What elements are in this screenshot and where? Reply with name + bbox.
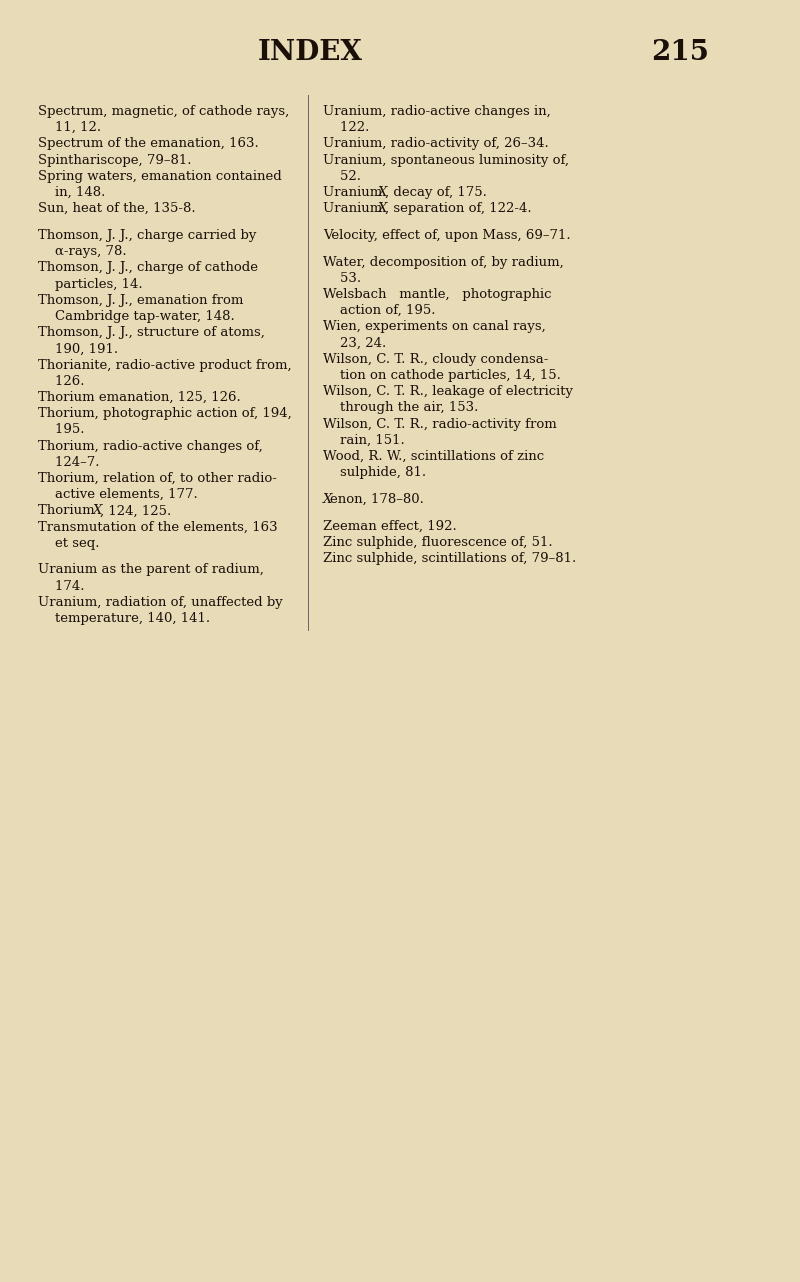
Text: Spring waters, emanation contained: Spring waters, emanation contained bbox=[38, 169, 282, 183]
Text: Welsbach   mantle,   photographic: Welsbach mantle, photographic bbox=[323, 288, 551, 301]
Text: Transmutation of the elements, 163: Transmutation of the elements, 163 bbox=[38, 520, 278, 533]
Text: Zeeman effect, 192.: Zeeman effect, 192. bbox=[323, 519, 457, 533]
Text: Water, decomposition of, by radium,: Water, decomposition of, by radium, bbox=[323, 255, 564, 269]
Text: 11, 12.: 11, 12. bbox=[38, 122, 101, 135]
Text: Thorium, radio-active changes of,: Thorium, radio-active changes of, bbox=[38, 440, 262, 453]
Text: temperature, 140, 141.: temperature, 140, 141. bbox=[38, 612, 210, 626]
Text: Thomson, J. J., charge of cathode: Thomson, J. J., charge of cathode bbox=[38, 262, 258, 274]
Text: et seq.: et seq. bbox=[38, 537, 99, 550]
Text: Uranium, radio-active changes in,: Uranium, radio-active changes in, bbox=[323, 105, 550, 118]
Text: tion on cathode particles, 14, 15.: tion on cathode particles, 14, 15. bbox=[323, 369, 561, 382]
Text: 122.: 122. bbox=[323, 122, 370, 135]
Text: Uranium as the parent of radium,: Uranium as the parent of radium, bbox=[38, 564, 264, 577]
Text: 195.: 195. bbox=[38, 423, 85, 436]
Text: Thorium emanation, 125, 126.: Thorium emanation, 125, 126. bbox=[38, 391, 241, 404]
Text: Wood, R. W., scintillations of zinc: Wood, R. W., scintillations of zinc bbox=[323, 450, 544, 463]
Text: 53.: 53. bbox=[323, 272, 361, 285]
Text: Thorium: Thorium bbox=[38, 504, 99, 518]
Text: Velocity, effect of, upon Mass, 69–71.: Velocity, effect of, upon Mass, 69–71. bbox=[323, 229, 570, 242]
Text: sulphide, 81.: sulphide, 81. bbox=[323, 467, 426, 479]
Text: X: X bbox=[323, 494, 332, 506]
Text: Cambridge tap-water, 148.: Cambridge tap-water, 148. bbox=[38, 310, 234, 323]
Text: Wien, experiments on canal rays,: Wien, experiments on canal rays, bbox=[323, 320, 546, 333]
Text: Zinc sulphide, fluorescence of, 51.: Zinc sulphide, fluorescence of, 51. bbox=[323, 536, 553, 549]
Text: Uranium, radiation of, unaffected by: Uranium, radiation of, unaffected by bbox=[38, 596, 282, 609]
Text: Zinc sulphide, scintillations of, 79–81.: Zinc sulphide, scintillations of, 79–81. bbox=[323, 553, 576, 565]
Text: X: X bbox=[378, 186, 387, 199]
Text: , decay of, 175.: , decay of, 175. bbox=[385, 186, 486, 199]
Text: 215: 215 bbox=[651, 38, 709, 65]
Text: α-rays, 78.: α-rays, 78. bbox=[38, 245, 126, 258]
Text: 124–7.: 124–7. bbox=[38, 455, 99, 469]
Text: 23, 24.: 23, 24. bbox=[323, 337, 386, 350]
Text: Wilson, C. T. R., radio-activity from: Wilson, C. T. R., radio-activity from bbox=[323, 418, 557, 431]
Text: active elements, 177.: active elements, 177. bbox=[38, 488, 198, 501]
Text: Uranium: Uranium bbox=[323, 186, 386, 199]
Text: in, 148.: in, 148. bbox=[38, 186, 106, 199]
Text: particles, 14.: particles, 14. bbox=[38, 277, 142, 291]
Text: Wilson, C. T. R., leakage of electricity: Wilson, C. T. R., leakage of electricity bbox=[323, 386, 573, 399]
Text: 190, 191.: 190, 191. bbox=[38, 342, 118, 355]
Text: Uranium, radio-activity of, 26–34.: Uranium, radio-activity of, 26–34. bbox=[323, 137, 549, 150]
Text: 52.: 52. bbox=[323, 169, 361, 183]
Text: Wilson, C. T. R., cloudy condensa-: Wilson, C. T. R., cloudy condensa- bbox=[323, 353, 548, 365]
Text: Sun, heat of the, 135-8.: Sun, heat of the, 135-8. bbox=[38, 203, 196, 215]
Text: Spectrum, magnetic, of cathode rays,: Spectrum, magnetic, of cathode rays, bbox=[38, 105, 290, 118]
Text: Thorium, photographic action of, 194,: Thorium, photographic action of, 194, bbox=[38, 408, 292, 420]
Text: Thorium, relation of, to other radio-: Thorium, relation of, to other radio- bbox=[38, 472, 277, 485]
Text: 126.: 126. bbox=[38, 374, 85, 387]
Text: Thomson, J. J., structure of atoms,: Thomson, J. J., structure of atoms, bbox=[38, 326, 265, 340]
Text: Thorianite, radio-active product from,: Thorianite, radio-active product from, bbox=[38, 359, 292, 372]
Text: Thomson, J. J., emanation from: Thomson, J. J., emanation from bbox=[38, 294, 243, 306]
Text: , 124, 125.: , 124, 125. bbox=[100, 504, 171, 518]
Text: enon, 178–80.: enon, 178–80. bbox=[330, 494, 424, 506]
Text: X: X bbox=[93, 504, 102, 518]
Text: Spinthariscope, 79–81.: Spinthariscope, 79–81. bbox=[38, 154, 191, 167]
Text: , separation of, 122-4.: , separation of, 122-4. bbox=[385, 203, 531, 215]
Text: rain, 151.: rain, 151. bbox=[323, 433, 405, 447]
Text: action of, 195.: action of, 195. bbox=[323, 304, 435, 317]
Text: Spectrum of the emanation, 163.: Spectrum of the emanation, 163. bbox=[38, 137, 258, 150]
Text: through the air, 153.: through the air, 153. bbox=[323, 401, 478, 414]
Text: X: X bbox=[378, 203, 387, 215]
Text: Uranium: Uranium bbox=[323, 203, 386, 215]
Text: Uranium, spontaneous luminosity of,: Uranium, spontaneous luminosity of, bbox=[323, 154, 569, 167]
Text: INDEX: INDEX bbox=[258, 38, 362, 65]
Text: 174.: 174. bbox=[38, 579, 85, 592]
Text: Thomson, J. J., charge carried by: Thomson, J. J., charge carried by bbox=[38, 229, 256, 242]
